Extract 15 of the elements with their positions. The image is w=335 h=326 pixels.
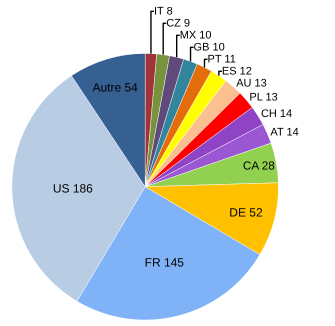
slice-label: CA 28 (242, 160, 276, 173)
slice-label: GB 10 (194, 41, 225, 54)
slice-label: AU 13 (236, 77, 267, 90)
slice-label: MX 10 (180, 29, 212, 42)
slice-label: FR 145 (144, 255, 184, 270)
slice-label: PL 13 (249, 92, 278, 104)
slice-label: CZ 9 (166, 17, 190, 30)
slice-label: CH 14 (260, 108, 292, 120)
slice-label: IT 8 (154, 5, 173, 18)
slice-label: PT 11 (207, 53, 236, 66)
slice-label: DE 52 (229, 206, 263, 220)
slice-label: US 186 (52, 181, 94, 196)
slice-label: ES 12 (222, 65, 252, 78)
slice-label: AT 14 (270, 126, 299, 139)
slice-label: Autre 54 (92, 80, 138, 95)
